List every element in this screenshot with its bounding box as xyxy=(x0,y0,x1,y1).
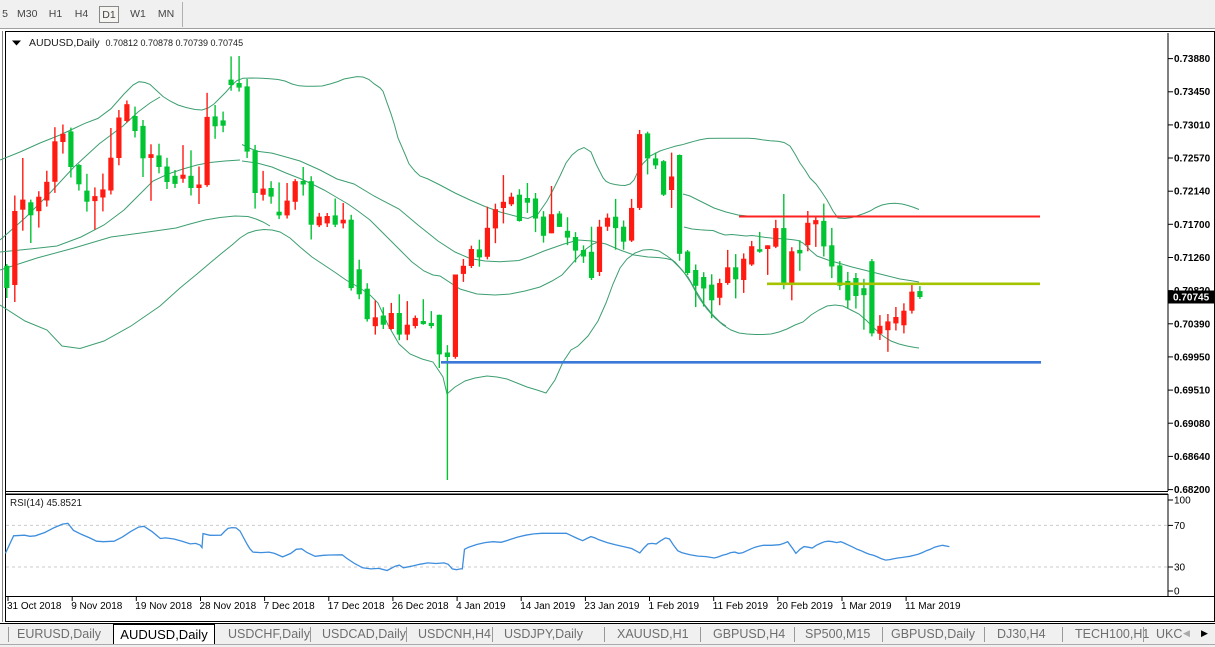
svg-text:14 Jan 2019: 14 Jan 2019 xyxy=(520,601,575,612)
svg-text:0.71260: 0.71260 xyxy=(1174,253,1211,264)
svg-text:0.69080: 0.69080 xyxy=(1174,419,1211,430)
svg-text:1 Mar 2019: 1 Mar 2019 xyxy=(841,601,892,612)
svg-text:11 Feb 2019: 11 Feb 2019 xyxy=(713,601,769,612)
svg-text:31 Oct 2018: 31 Oct 2018 xyxy=(7,601,62,612)
svg-text:0.68200: 0.68200 xyxy=(1174,485,1211,496)
svg-text:0: 0 xyxy=(1174,587,1180,598)
svg-text:0.70745: 0.70745 xyxy=(1173,293,1210,304)
svg-text:19 Nov 2018: 19 Nov 2018 xyxy=(135,601,192,612)
svg-text:23 Jan 2019: 23 Jan 2019 xyxy=(584,601,639,612)
svg-text:0.72570: 0.72570 xyxy=(1174,154,1211,165)
svg-text:0.69950: 0.69950 xyxy=(1174,352,1211,363)
svg-text:4 Jan 2019: 4 Jan 2019 xyxy=(456,601,506,612)
svg-text:30: 30 xyxy=(1174,563,1186,574)
svg-text:0.71700: 0.71700 xyxy=(1174,220,1211,231)
svg-text:0.72140: 0.72140 xyxy=(1174,187,1211,198)
svg-text:28 Nov 2018: 28 Nov 2018 xyxy=(200,601,257,612)
svg-text:0.73010: 0.73010 xyxy=(1174,120,1211,131)
svg-text:9 Nov 2018: 9 Nov 2018 xyxy=(71,601,123,612)
svg-text:0.69510: 0.69510 xyxy=(1174,386,1211,397)
svg-text:0.73880: 0.73880 xyxy=(1174,54,1211,65)
svg-text:20 Feb 2019: 20 Feb 2019 xyxy=(777,601,834,612)
svg-text:70: 70 xyxy=(1174,521,1186,532)
svg-text:26 Dec 2018: 26 Dec 2018 xyxy=(392,601,449,612)
svg-text:100: 100 xyxy=(1174,496,1191,507)
svg-text:11 Mar 2019: 11 Mar 2019 xyxy=(905,601,961,612)
svg-text:0.70390: 0.70390 xyxy=(1174,319,1211,330)
svg-text:0.68640: 0.68640 xyxy=(1174,452,1211,463)
svg-text:17 Dec 2018: 17 Dec 2018 xyxy=(328,601,385,612)
svg-text:7 Dec 2018: 7 Dec 2018 xyxy=(264,601,316,612)
svg-text:0.73450: 0.73450 xyxy=(1174,87,1211,98)
svg-text:1 Feb 2019: 1 Feb 2019 xyxy=(649,601,700,612)
